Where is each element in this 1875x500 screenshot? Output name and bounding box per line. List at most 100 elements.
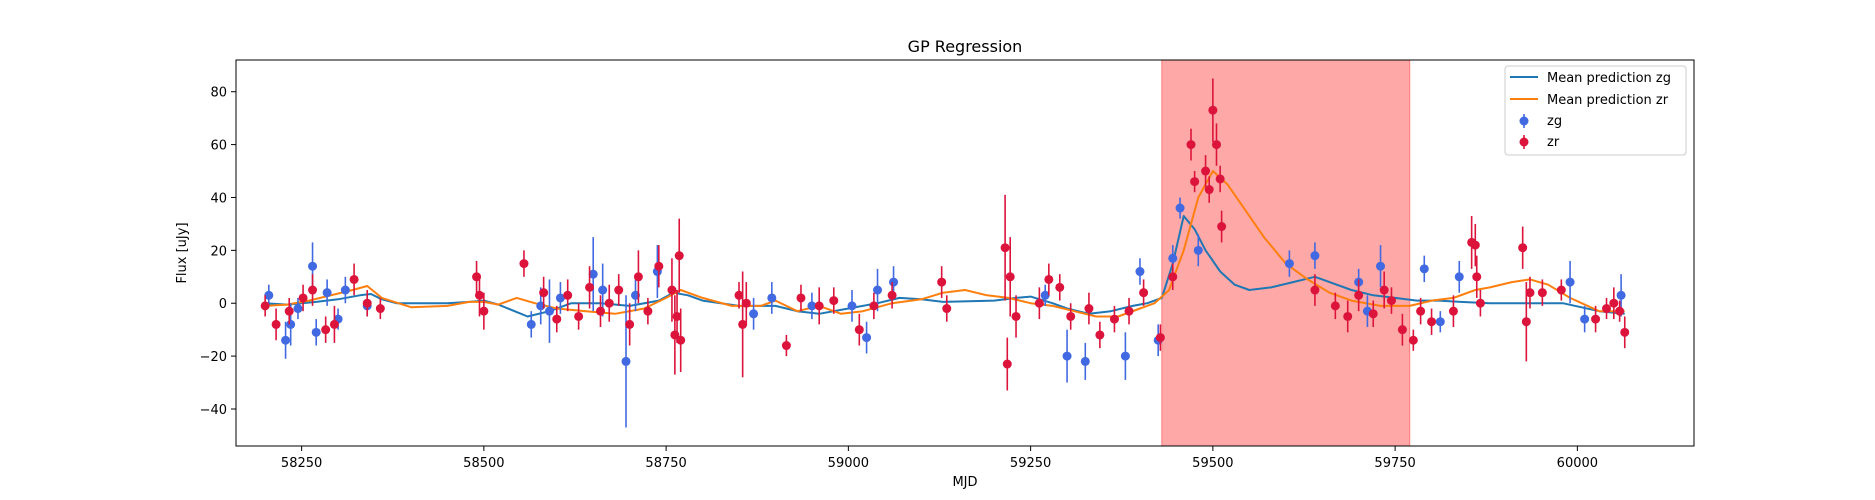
data-point-zg bbox=[264, 290, 274, 300]
data-point-zg bbox=[1175, 203, 1185, 213]
data-point-zr bbox=[1000, 243, 1010, 253]
data-point-zg bbox=[1062, 351, 1072, 361]
data-point-zr bbox=[1155, 333, 1165, 343]
data-point-zr bbox=[1190, 177, 1200, 187]
data-point-zr bbox=[633, 272, 643, 282]
x-tick-label: 59500 bbox=[1192, 456, 1233, 471]
data-point-zr bbox=[563, 290, 573, 300]
legend-marker-dot bbox=[1519, 116, 1529, 126]
legend-marker-zg bbox=[1519, 114, 1529, 128]
data-point-zr bbox=[781, 341, 791, 351]
x-axis-ticks: 58250 58500 58750 59000 59250 59500 59750 60000 bbox=[281, 446, 1598, 471]
data-point-zg bbox=[340, 285, 350, 295]
data-point-zr bbox=[1139, 288, 1149, 298]
data-point-zg bbox=[281, 335, 291, 345]
data-point-zg bbox=[1284, 259, 1294, 269]
data-point-zg bbox=[1454, 272, 1464, 282]
data-point-zg bbox=[598, 285, 608, 295]
data-point-zr bbox=[829, 296, 839, 306]
data-point-zr bbox=[1330, 301, 1340, 311]
data-point-zr bbox=[1005, 272, 1015, 282]
shaded-region bbox=[1161, 59, 1411, 447]
data-point-zr bbox=[1186, 140, 1196, 150]
data-point-zr bbox=[1168, 272, 1178, 282]
data-point-zr bbox=[552, 314, 562, 324]
data-point-zg bbox=[1616, 290, 1626, 300]
x-tick-label: 60000 bbox=[1557, 456, 1598, 471]
x-tick-label: 58500 bbox=[463, 456, 504, 471]
x-tick-label: 59250 bbox=[1010, 456, 1051, 471]
data-point-zr bbox=[1620, 327, 1630, 337]
data-point-zg bbox=[1135, 267, 1145, 277]
data-point-zg bbox=[322, 288, 332, 298]
data-point-zg bbox=[526, 319, 536, 329]
data-point-zr bbox=[1472, 272, 1482, 282]
data-point-zg bbox=[862, 333, 872, 343]
y-tick-label: 20 bbox=[210, 244, 227, 259]
data-point-zr bbox=[814, 301, 824, 311]
data-point-zr bbox=[260, 301, 270, 311]
data-point-zr bbox=[1518, 243, 1528, 253]
data-point-zg bbox=[873, 285, 883, 295]
legend-marker-dot bbox=[1519, 137, 1529, 147]
data-point-zr bbox=[887, 290, 897, 300]
data-point-zg bbox=[767, 293, 777, 303]
data-point-zr bbox=[308, 285, 318, 295]
data-point-zg bbox=[1080, 356, 1090, 366]
data-point-zr bbox=[271, 319, 281, 329]
data-point-zg bbox=[1310, 251, 1320, 261]
data-point-zg bbox=[1040, 290, 1050, 300]
y-tick-label: −20 bbox=[200, 350, 227, 365]
legend-label-zg: zg bbox=[1547, 114, 1562, 129]
data-point-zr bbox=[1615, 306, 1625, 316]
data-point-zr bbox=[1310, 285, 1320, 295]
data-point-zr bbox=[1556, 285, 1566, 295]
data-point-zg bbox=[621, 356, 631, 366]
data-point-zg bbox=[847, 301, 857, 311]
data-point-zr bbox=[519, 259, 529, 269]
data-point-zr bbox=[1470, 240, 1480, 250]
legend: Mean prediction zg Mean prediction zr zg… bbox=[1504, 65, 1687, 156]
plot-frame bbox=[235, 59, 1695, 447]
data-point-zr bbox=[1208, 105, 1218, 115]
data-point-zg bbox=[308, 261, 318, 271]
y-tick-label: −40 bbox=[200, 403, 227, 418]
data-point-zr bbox=[1386, 296, 1396, 306]
y-tick-label: 40 bbox=[210, 191, 227, 206]
data-point-zr bbox=[854, 325, 864, 335]
data-point-zr bbox=[1201, 166, 1211, 176]
legend-box bbox=[1504, 65, 1687, 156]
data-point-zr bbox=[1204, 185, 1214, 195]
data-point-zr bbox=[1416, 306, 1426, 316]
data-point-zr bbox=[574, 311, 584, 321]
data-point-zr bbox=[869, 301, 879, 311]
data-points-layer bbox=[260, 78, 1630, 428]
data-point-zg bbox=[293, 304, 303, 314]
data-point-zr bbox=[1368, 309, 1378, 319]
data-point-zg bbox=[1120, 351, 1130, 361]
data-point-zr bbox=[1475, 298, 1485, 308]
data-point-zr bbox=[672, 311, 682, 321]
data-point-zr bbox=[1521, 317, 1531, 327]
data-point-zr bbox=[585, 282, 595, 292]
data-point-zr bbox=[375, 304, 385, 314]
data-point-zg bbox=[588, 269, 598, 279]
data-point-zr bbox=[937, 277, 947, 287]
data-point-zg bbox=[544, 306, 554, 316]
legend-label-zr: zr bbox=[1547, 135, 1560, 150]
data-point-zr bbox=[349, 274, 359, 284]
y-axis-ticks: −40 −20 0 20 40 60 80 bbox=[200, 86, 236, 418]
data-point-zr bbox=[676, 335, 686, 345]
data-point-zr bbox=[1034, 298, 1044, 308]
data-point-zg bbox=[1193, 245, 1203, 255]
data-point-zr bbox=[1212, 140, 1222, 150]
data-point-zr bbox=[1124, 306, 1134, 316]
x-tick-label: 59000 bbox=[828, 456, 869, 471]
data-point-zg bbox=[1376, 261, 1386, 271]
data-point-zr bbox=[1537, 288, 1547, 298]
data-point-zr bbox=[1084, 304, 1094, 314]
shaded-region-layer bbox=[1161, 59, 1411, 447]
data-point-zr bbox=[625, 319, 635, 329]
data-point-zr bbox=[614, 285, 624, 295]
legend-marker-zr bbox=[1519, 135, 1529, 149]
